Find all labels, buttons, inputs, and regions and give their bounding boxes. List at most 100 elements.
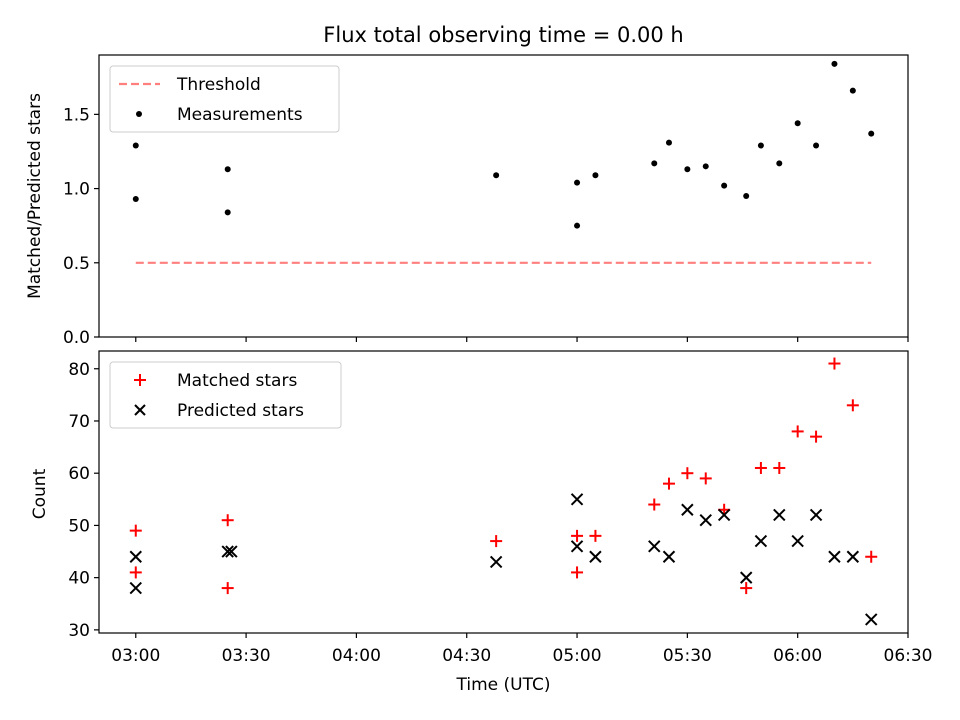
x-tick-label: 04:00 bbox=[332, 646, 381, 666]
measurement-point bbox=[132, 195, 139, 202]
measurement-point bbox=[721, 182, 728, 189]
bottom-y-tick-label: 30 bbox=[68, 621, 90, 641]
predicted-star-marker bbox=[570, 540, 584, 553]
measurement-point bbox=[684, 166, 691, 173]
bottom-axes-frame bbox=[98, 350, 909, 634]
x-tick-label: 06:30 bbox=[884, 646, 933, 666]
bottom-y-tick-label: 40 bbox=[68, 569, 90, 589]
measurement-point bbox=[651, 160, 658, 167]
legend-predicted-swatch bbox=[134, 404, 146, 416]
matched-star-marker bbox=[648, 498, 661, 511]
x-tick-label: 04:30 bbox=[442, 646, 491, 666]
top-y-tick-label: 1.5 bbox=[63, 105, 90, 125]
matched-star-marker bbox=[754, 461, 767, 474]
matched-star-marker bbox=[865, 550, 878, 563]
matched-star-marker bbox=[221, 582, 234, 595]
matched-star-marker bbox=[221, 514, 234, 527]
x-tick-label: 05:00 bbox=[553, 646, 602, 666]
predicted-star-marker bbox=[846, 550, 860, 563]
top-legend-box bbox=[109, 65, 340, 133]
x-tick-label: 05:30 bbox=[663, 646, 712, 666]
bottom-y-axis-label: Count bbox=[30, 468, 50, 519]
predicted-star-marker bbox=[489, 555, 503, 569]
x-tick-label: 06:00 bbox=[773, 646, 822, 666]
top-axes-frame bbox=[98, 54, 909, 338]
predicted-star-marker bbox=[739, 571, 753, 584]
predicted-star-marker bbox=[225, 545, 238, 558]
matched-star-marker bbox=[773, 461, 786, 474]
measurement-point bbox=[574, 222, 581, 229]
predicted-star-marker bbox=[791, 534, 804, 548]
predicted-star-marker bbox=[221, 545, 234, 558]
measurement-point bbox=[776, 160, 783, 167]
top-panel: 0.0 0.5 1.0 1.5 Matched/Predicted stars Thr… bbox=[25, 54, 909, 348]
measurement-point bbox=[743, 193, 750, 199]
measurement-point bbox=[574, 179, 581, 186]
bottom-legend: Matched stars Predicted stars bbox=[109, 361, 342, 429]
legend-threshold-label: Threshold bbox=[176, 75, 261, 95]
matched-star-marker bbox=[571, 529, 584, 542]
predicted-star-marker bbox=[754, 534, 768, 548]
predicted-star-marker bbox=[809, 508, 823, 522]
x-tick-label: 03:30 bbox=[222, 646, 271, 666]
matched-star-marker bbox=[810, 430, 823, 443]
predicted-star-marker bbox=[589, 550, 602, 563]
measurement-point bbox=[493, 172, 500, 179]
measurement-point bbox=[132, 142, 139, 149]
predicted-star-marker bbox=[828, 550, 841, 563]
measurement-point bbox=[849, 87, 856, 94]
measurement-point bbox=[831, 60, 838, 67]
measurement-point bbox=[794, 120, 801, 127]
x-tick-label: 03:00 bbox=[111, 646, 160, 666]
legend-matched-swatch bbox=[134, 374, 146, 386]
bottom-panel: 30 40 50 60 70 80 03:00 03:30 04:00 04:30 05:00 05:… bbox=[30, 350, 933, 695]
top-y-tick-label: 1.0 bbox=[63, 180, 90, 200]
bottom-y-tick-label: 70 bbox=[68, 412, 90, 432]
predicted-star-marker bbox=[681, 503, 694, 516]
bottom-y-tick-label: 50 bbox=[68, 516, 90, 536]
legend-matched-label: Matched stars bbox=[177, 371, 297, 391]
top-y-tick-label: 0.0 bbox=[63, 328, 90, 348]
measurement-point bbox=[224, 166, 231, 173]
matched-star-marker bbox=[846, 399, 859, 412]
matched-star-marker bbox=[129, 566, 142, 579]
measurement-point bbox=[813, 142, 820, 149]
matched-star-marker bbox=[828, 357, 841, 370]
measurement-point bbox=[665, 139, 672, 146]
predicted-star-marker bbox=[662, 550, 676, 563]
matched-star-marker bbox=[662, 477, 675, 490]
x-axis-label: Time (UTC) bbox=[456, 675, 551, 695]
measurement-point bbox=[702, 163, 709, 170]
predicted-star-marker bbox=[129, 581, 142, 595]
bottom-y-tick-label: 60 bbox=[68, 464, 90, 484]
top-y-axis-label: Matched/Predicted stars bbox=[25, 93, 45, 299]
matched-star-marker bbox=[571, 566, 584, 579]
bottom-legend-box bbox=[109, 361, 342, 429]
measurement-point bbox=[592, 172, 599, 179]
measurement-point bbox=[757, 142, 764, 149]
matched-star-marker bbox=[791, 425, 804, 438]
matched-star-marker bbox=[129, 524, 142, 537]
matched-star-marker bbox=[740, 582, 753, 595]
bottom-y-tick-label: 80 bbox=[68, 360, 90, 380]
matched-star-marker bbox=[490, 535, 503, 548]
matched-star-marker bbox=[699, 472, 712, 485]
measurement-point bbox=[224, 209, 231, 216]
matched-star-marker bbox=[681, 467, 694, 480]
matched-star-marker bbox=[589, 529, 602, 542]
predicted-star-marker bbox=[648, 540, 661, 553]
top-legend: Threshold Measurements bbox=[109, 65, 340, 133]
predicted-star-marker bbox=[129, 550, 142, 563]
predicted-star-marker bbox=[773, 508, 786, 522]
chart-title: Flux total observing time = 0.00 h bbox=[323, 23, 683, 47]
predicted-star-marker bbox=[717, 508, 731, 522]
predicted-star-marker bbox=[570, 493, 584, 506]
top-y-tick-label: 0.5 bbox=[63, 254, 90, 274]
legend-measurements-swatch bbox=[136, 111, 142, 117]
predicted-star-marker bbox=[865, 613, 878, 626]
legend-predicted-label: Predicted stars bbox=[177, 401, 304, 421]
measurement-point bbox=[868, 130, 875, 137]
predicted-star-marker bbox=[699, 513, 712, 527]
legend-measurements-label: Measurements bbox=[177, 105, 303, 125]
